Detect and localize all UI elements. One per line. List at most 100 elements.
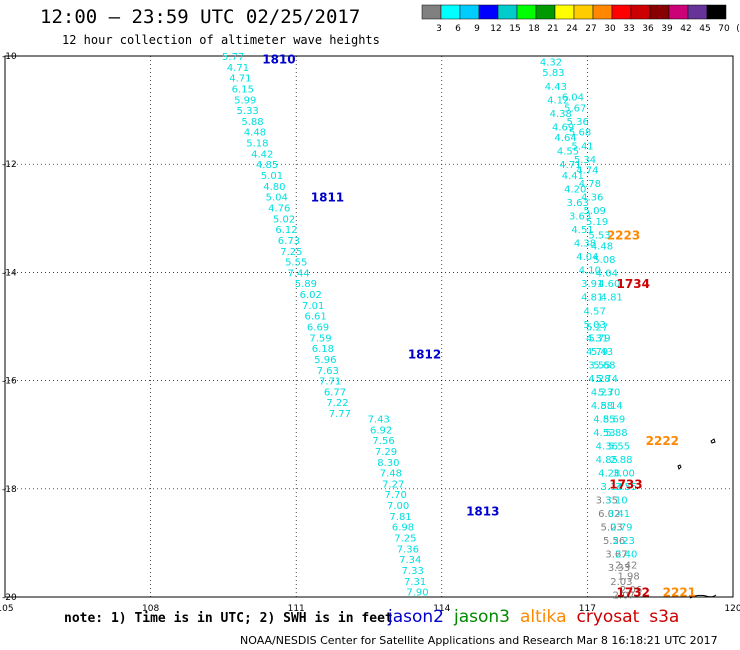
scale-swatch	[611, 4, 632, 20]
legend-s3a: s3a	[649, 607, 680, 627]
scale-label: 33	[623, 24, 634, 34]
swh-value-label: 5.08	[593, 255, 615, 266]
swh-value-label: 4.28	[588, 374, 610, 385]
scale-swatch	[440, 4, 461, 20]
scale-swatch	[706, 4, 727, 20]
swh-value-label: 5.88	[605, 428, 627, 439]
swh-value-label: 7.90	[406, 588, 428, 599]
swh-value-label: 3.63	[569, 212, 591, 223]
y-tick-label: -20	[2, 593, 17, 603]
swh-value-label: 4.81	[581, 293, 603, 304]
scale-label: 27	[585, 24, 596, 34]
x-tick-label: 120	[724, 604, 740, 614]
swh-value-label: 5.74	[596, 374, 618, 385]
swh-value-label: 1.98	[618, 571, 640, 582]
swh-value-label: 4.71	[559, 160, 581, 171]
swh-value-label: 5.02	[273, 214, 295, 225]
scale-label: 24	[566, 24, 578, 34]
swh-value-label: 5.70	[598, 387, 620, 398]
scale-label: 21	[547, 24, 558, 34]
swh-value-label: 4.31	[586, 333, 608, 344]
swh-value-label: 3.63	[567, 198, 589, 209]
y-tick-label: -12	[2, 160, 17, 170]
swh-value-label: 4.04	[576, 252, 598, 263]
scale-swatch	[668, 4, 689, 20]
swh-value-label: 7.44	[287, 268, 309, 279]
swh-value-label: 5.88	[241, 117, 263, 128]
y-tick-label: -10	[2, 52, 17, 62]
swh-value-label: 5.14	[601, 401, 623, 412]
pass-time-label: 2221	[663, 586, 696, 600]
swh-value-label: 4.79	[586, 347, 608, 358]
footer-note: note: 1) Time is in UTC; 2) SWH is in fe…	[64, 611, 393, 626]
x-tick-label: 111	[288, 604, 305, 614]
swh-value-label: 7.70	[385, 490, 407, 501]
swh-value-label: 5.83	[542, 68, 564, 79]
swh-value-label: 4.78	[579, 179, 601, 190]
scale-label: 30	[604, 24, 616, 34]
scale-swatch	[497, 4, 518, 20]
scale-swatch	[687, 4, 708, 20]
swh-value-label: 5.01	[261, 171, 283, 182]
swh-value-label: 5.68	[569, 128, 591, 139]
scale-label: 9	[474, 24, 480, 34]
swh-value-label: 4.20	[564, 185, 586, 196]
scale-label: 70	[718, 24, 730, 34]
swh-value-label: 7.63	[317, 366, 339, 377]
scale-swatch	[554, 4, 575, 20]
swh-value-label: 5.41	[571, 141, 593, 152]
swh-value-label: 4.43	[545, 82, 567, 93]
swh-value-label: 2.06	[620, 585, 642, 596]
swh-value-label: 4.85	[256, 160, 278, 171]
swh-value-label: 2.79	[610, 523, 632, 534]
scale-swatch	[535, 4, 556, 20]
swh-value-label: 4.71	[229, 74, 251, 85]
pass-time-label: 1812	[408, 348, 441, 362]
swh-value-label: 4.28	[598, 469, 620, 480]
swh-value-label: 5.09	[584, 206, 606, 217]
y-tick-label: -14	[2, 268, 17, 278]
swh-value-label: 6.02	[300, 290, 322, 301]
swh-value-label: 4.41	[562, 171, 584, 182]
swh-value-label: 5.36	[567, 117, 589, 128]
swh-value-label: 7.33	[402, 566, 424, 577]
swh-value-label: 4.36	[596, 442, 618, 453]
swh-value-label: 4.53	[593, 428, 615, 439]
scale-label: 3	[436, 24, 442, 34]
swh-value-label: 4.32	[540, 57, 562, 68]
swh-value-label: 5.34	[574, 155, 596, 166]
swh-value-label: 6.15	[232, 84, 254, 95]
swh-value-label: 2.03	[610, 577, 632, 588]
swh-value-label: 5.67	[564, 103, 586, 114]
swh-value-label: 4.12	[547, 95, 569, 106]
swh-value-label: 3.00	[613, 469, 635, 480]
swh-value-label: 5.03	[584, 320, 606, 331]
swh-value-label: 7.29	[375, 447, 397, 458]
pass-time-label: 2222	[646, 434, 679, 448]
scale-swatch	[649, 4, 670, 20]
swh-value-label: 6.92	[370, 425, 392, 436]
swh-value-label: 2.23	[613, 536, 635, 547]
swh-value-label: 3.35	[596, 496, 618, 507]
scale-label: 6	[455, 24, 461, 34]
pass-time-label: 1732	[617, 586, 650, 600]
swh-value-label: 6.12	[275, 225, 297, 236]
swh-value-label: 5.68	[593, 360, 615, 371]
swh-value-label: 4.10	[579, 266, 601, 277]
swh-value-label: 3.91	[581, 279, 603, 290]
swh-value-label: 4.36	[581, 193, 603, 204]
swh-value-label: 3.33	[608, 563, 630, 574]
swh-value-label: 7.27	[382, 479, 404, 490]
scale-label: 39	[661, 24, 673, 34]
swh-value-label: 7.48	[380, 469, 402, 480]
swh-value-label: 4.04	[596, 268, 618, 279]
scale-swatch	[630, 4, 651, 20]
swh-value-label: 4.74	[576, 166, 598, 177]
swh-value-label: 4.69	[552, 122, 574, 133]
island-outline	[677, 464, 682, 470]
swh-value-label: 4.60	[598, 279, 620, 290]
swh-value-label: 5.18	[246, 139, 268, 150]
swh-value-label: 4.38	[550, 109, 572, 120]
swh-value-label: 3.10	[605, 496, 627, 507]
scale-label: 12	[490, 24, 501, 34]
